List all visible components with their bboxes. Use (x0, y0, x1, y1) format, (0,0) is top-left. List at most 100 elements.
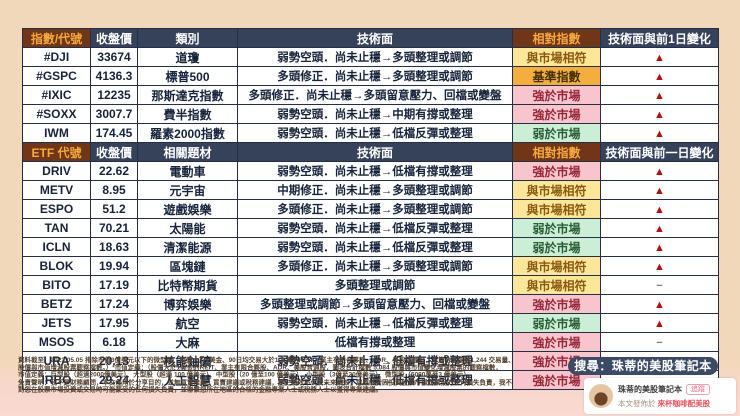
change-cell: ▲ (600, 85, 719, 105)
table-row: #SOXX 3007.7 費半指數 弱勢空頭．尚未止穩→中期有撐或整理 強於市場… (22, 104, 719, 124)
etf-relative-header: 相對指數 (512, 142, 601, 162)
ticker-cell: #SOXX (22, 104, 91, 124)
change-cell: ▲ (600, 199, 719, 219)
change-triangle-icon: ▲ (654, 242, 665, 254)
ticker-cell: BETZ (22, 294, 91, 314)
table-row: BETZ 17.24 博弈娛樂 多頭整理或調節→多頭留意壓力、回檔或變盤 強於市… (22, 294, 719, 314)
category-cell: 博弈娛樂 (137, 294, 238, 314)
indices-technical-header: 技術面 (237, 28, 513, 48)
table-row: BLOK 19.94 區塊鏈 多頭修正．尚未止穩→多頭整理或調節 與市場相符 ▲ (22, 256, 719, 276)
published-channel-link[interactable]: 來杯咖啡配美股 (657, 398, 711, 408)
technical-cell: 弱勢空頭．尚未止穩→低檔反彈或整理 (237, 218, 513, 238)
table-row: JETS 17.95 航空 弱勢空頭．尚未止穩→低檔反彈或整理 弱於市場 ▲ (22, 313, 719, 333)
table-row: BITO 17.19 比特幣期貨 多頭整理或調節 與市場相符 − (22, 275, 719, 295)
technical-cell: 中期修正．尚未止穩→多頭整理或調節 (237, 180, 513, 200)
technical-cell: 多頭修正．尚未止穩→多頭整理或調節 (237, 66, 513, 86)
category-cell: 標普500 (137, 66, 238, 86)
author-card-body: 珠蒂的美股筆記本 追蹤 本文發佈於 來杯咖啡配美股 (618, 383, 731, 409)
follow-button[interactable]: 追蹤 (686, 383, 710, 395)
relative-index-cell: 與市場相符 (512, 180, 601, 200)
etf-rows: DRIV 22.62 電動車 弱勢空頭．尚未止穩→低檔有撐或整理 強於市場 ▲ … (22, 161, 719, 390)
close-price-cell: 22.62 (90, 161, 138, 181)
relative-index-cell: 強於市場 (512, 370, 601, 390)
change-triangle-icon: ▲ (654, 261, 665, 273)
category-cell: 區塊鏈 (137, 256, 238, 276)
relative-index-cell: 強於市場 (512, 104, 601, 124)
relative-index-cell: 弱於市場 (512, 218, 601, 238)
close-price-cell: 18.63 (90, 237, 138, 257)
change-cell: − (600, 275, 719, 295)
technical-cell: 弱勢空頭．尚未止穩→低檔反彈或整理 (237, 313, 513, 333)
ticker-cell: BLOK (22, 256, 91, 276)
change-cell: ▲ (600, 180, 719, 200)
category-cell: 比特幣期貨 (137, 275, 238, 295)
change-cell: ▲ (600, 237, 719, 257)
table-row: IWM 174.45 羅素2000指數 弱勢空頭．尚未止穩→低檔反彈或整理 弱於… (22, 123, 719, 143)
ticker-cell: #DJI (22, 47, 91, 67)
category-cell: 太陽能 (137, 218, 238, 238)
author-card[interactable]: 珠蒂的美股筆記本 追蹤 本文發佈於 來杯咖啡配美股 (584, 378, 736, 414)
change-triangle-icon: ▲ (654, 109, 665, 121)
change-triangle-icon: − (656, 280, 663, 292)
relative-index-cell: 弱於市場 (512, 123, 601, 143)
relative-index-cell: 與市場相符 (512, 256, 601, 276)
relative-index-cell: 與市場相符 (512, 275, 601, 295)
indices-change-header: 技術面與前1日變化 (600, 28, 719, 48)
note-line: 市值定義：巨型股（超過2000億美元）、大型股（超過 100 億美元）、中型股（… (18, 371, 474, 379)
technical-cell: 弱勢空頭．尚未止穩→多頭整理或調節 (237, 47, 513, 67)
table-row: MSOS 6.18 大麻 低檔有撐或整理 強於市場 − (22, 332, 719, 352)
table-row: ICLN 18.63 清潔能源 弱勢空頭．尚未止穩→低檔反彈或整理 弱於市場 ▲ (22, 237, 719, 257)
table-row: METV 8.95 元宇宙 中期修正．尚未止穩→多頭整理或調節 與市場相符 ▲ (22, 180, 719, 200)
relative-index-cell: 弱於市場 (512, 313, 601, 333)
change-cell: ▲ (600, 218, 719, 238)
category-cell: 電動車 (137, 161, 238, 181)
category-cell: 那斯達克指數 (137, 85, 238, 105)
close-price-cell: 6.18 (90, 332, 138, 352)
category-cell: 費半指數 (137, 104, 238, 124)
table-row: #GSPC 4136.3 標普500 多頭修正．尚未止穩→多頭整理或調節 基準指… (22, 66, 719, 86)
ticker-cell: JETS (22, 313, 91, 333)
table-row: #IXIC 12235 那斯達克指數 多頭修正．尚未止穩→多頭留意壓力、回檔或變… (22, 85, 719, 105)
ticker-cell: MSOS (22, 332, 91, 352)
category-cell: 道瓊 (137, 47, 238, 67)
change-triangle-icon: ▲ (654, 90, 665, 102)
ticker-cell: IWM (22, 123, 91, 143)
ticker-cell: DRIV (22, 161, 91, 181)
ticker-cell: TAN (22, 218, 91, 238)
etf-change-header: 技術面與前一日變化 (600, 142, 719, 162)
close-price-cell: 20.13 (90, 351, 138, 371)
ticker-cell: URA (22, 351, 91, 371)
indices-rows: #DJI 33674 道瓊 弱勢空頭．尚未止穩→多頭整理或調節 與市場相符 ▲ … (22, 47, 719, 143)
change-triangle-icon: ▲ (654, 223, 665, 235)
ticker-cell: METV (22, 180, 91, 200)
ticker-cell: #GSPC (22, 66, 91, 86)
technical-cell: 弱勢空頭．尚未止穩→低檔反彈或整理 (237, 123, 513, 143)
relative-index-cell: 基準指數 (512, 66, 601, 86)
ticker-cell: #IXIC (22, 85, 91, 105)
note-line: 對您在股票市場投資或交易時可能蒙受的任何損失負責，並聯繫您所在地區的合格的金融專… (18, 386, 382, 394)
change-cell: ▲ (600, 123, 719, 143)
indices-code-header: 指數/代號 (22, 28, 91, 48)
table-row: DRIV 22.62 電動車 弱勢空頭．尚未止穩→低檔有撐或整理 強於市場 ▲ (22, 161, 719, 181)
change-cell: − (600, 332, 719, 352)
change-cell: ▲ (600, 66, 719, 86)
close-price-cell: 17.95 (90, 313, 138, 333)
technical-cell: 弱勢空頭．尚未止穩→低檔有撐或整理 (237, 161, 513, 181)
change-cell: ▲ (600, 294, 719, 314)
technical-cell: 多頭整理或調節→多頭留意壓力、回檔或變盤 (237, 294, 513, 314)
change-triangle-icon: ▲ (654, 166, 665, 178)
etf-technical-header: 技術面 (237, 142, 513, 162)
etf-code-header: ETF 代號 (22, 142, 91, 162)
etf-close-header: 收盤價 (90, 142, 138, 162)
close-price-cell: 29.24 (90, 370, 138, 390)
table-row: #DJI 33674 道瓊 弱勢空頭．尚未止穩→多頭整理或調節 與市場相符 ▲ (22, 47, 719, 67)
relative-index-cell: 強於市場 (512, 85, 601, 105)
technical-cell: 多頭修正．尚未止穩→多頭整理或調節 (237, 256, 513, 276)
close-price-cell: 3007.7 (90, 104, 138, 124)
indices-close-header: 收盤價 (90, 28, 138, 48)
indices-relative-header: 相對指數 (512, 28, 601, 48)
etf-header-row: ETF 代號 收盤價 相關題材 技術面 相對指數 技術面與前一日變化 (22, 142, 719, 162)
close-price-cell: 8.95 (90, 180, 138, 200)
category-cell: 核能鈾礦 (137, 351, 238, 371)
